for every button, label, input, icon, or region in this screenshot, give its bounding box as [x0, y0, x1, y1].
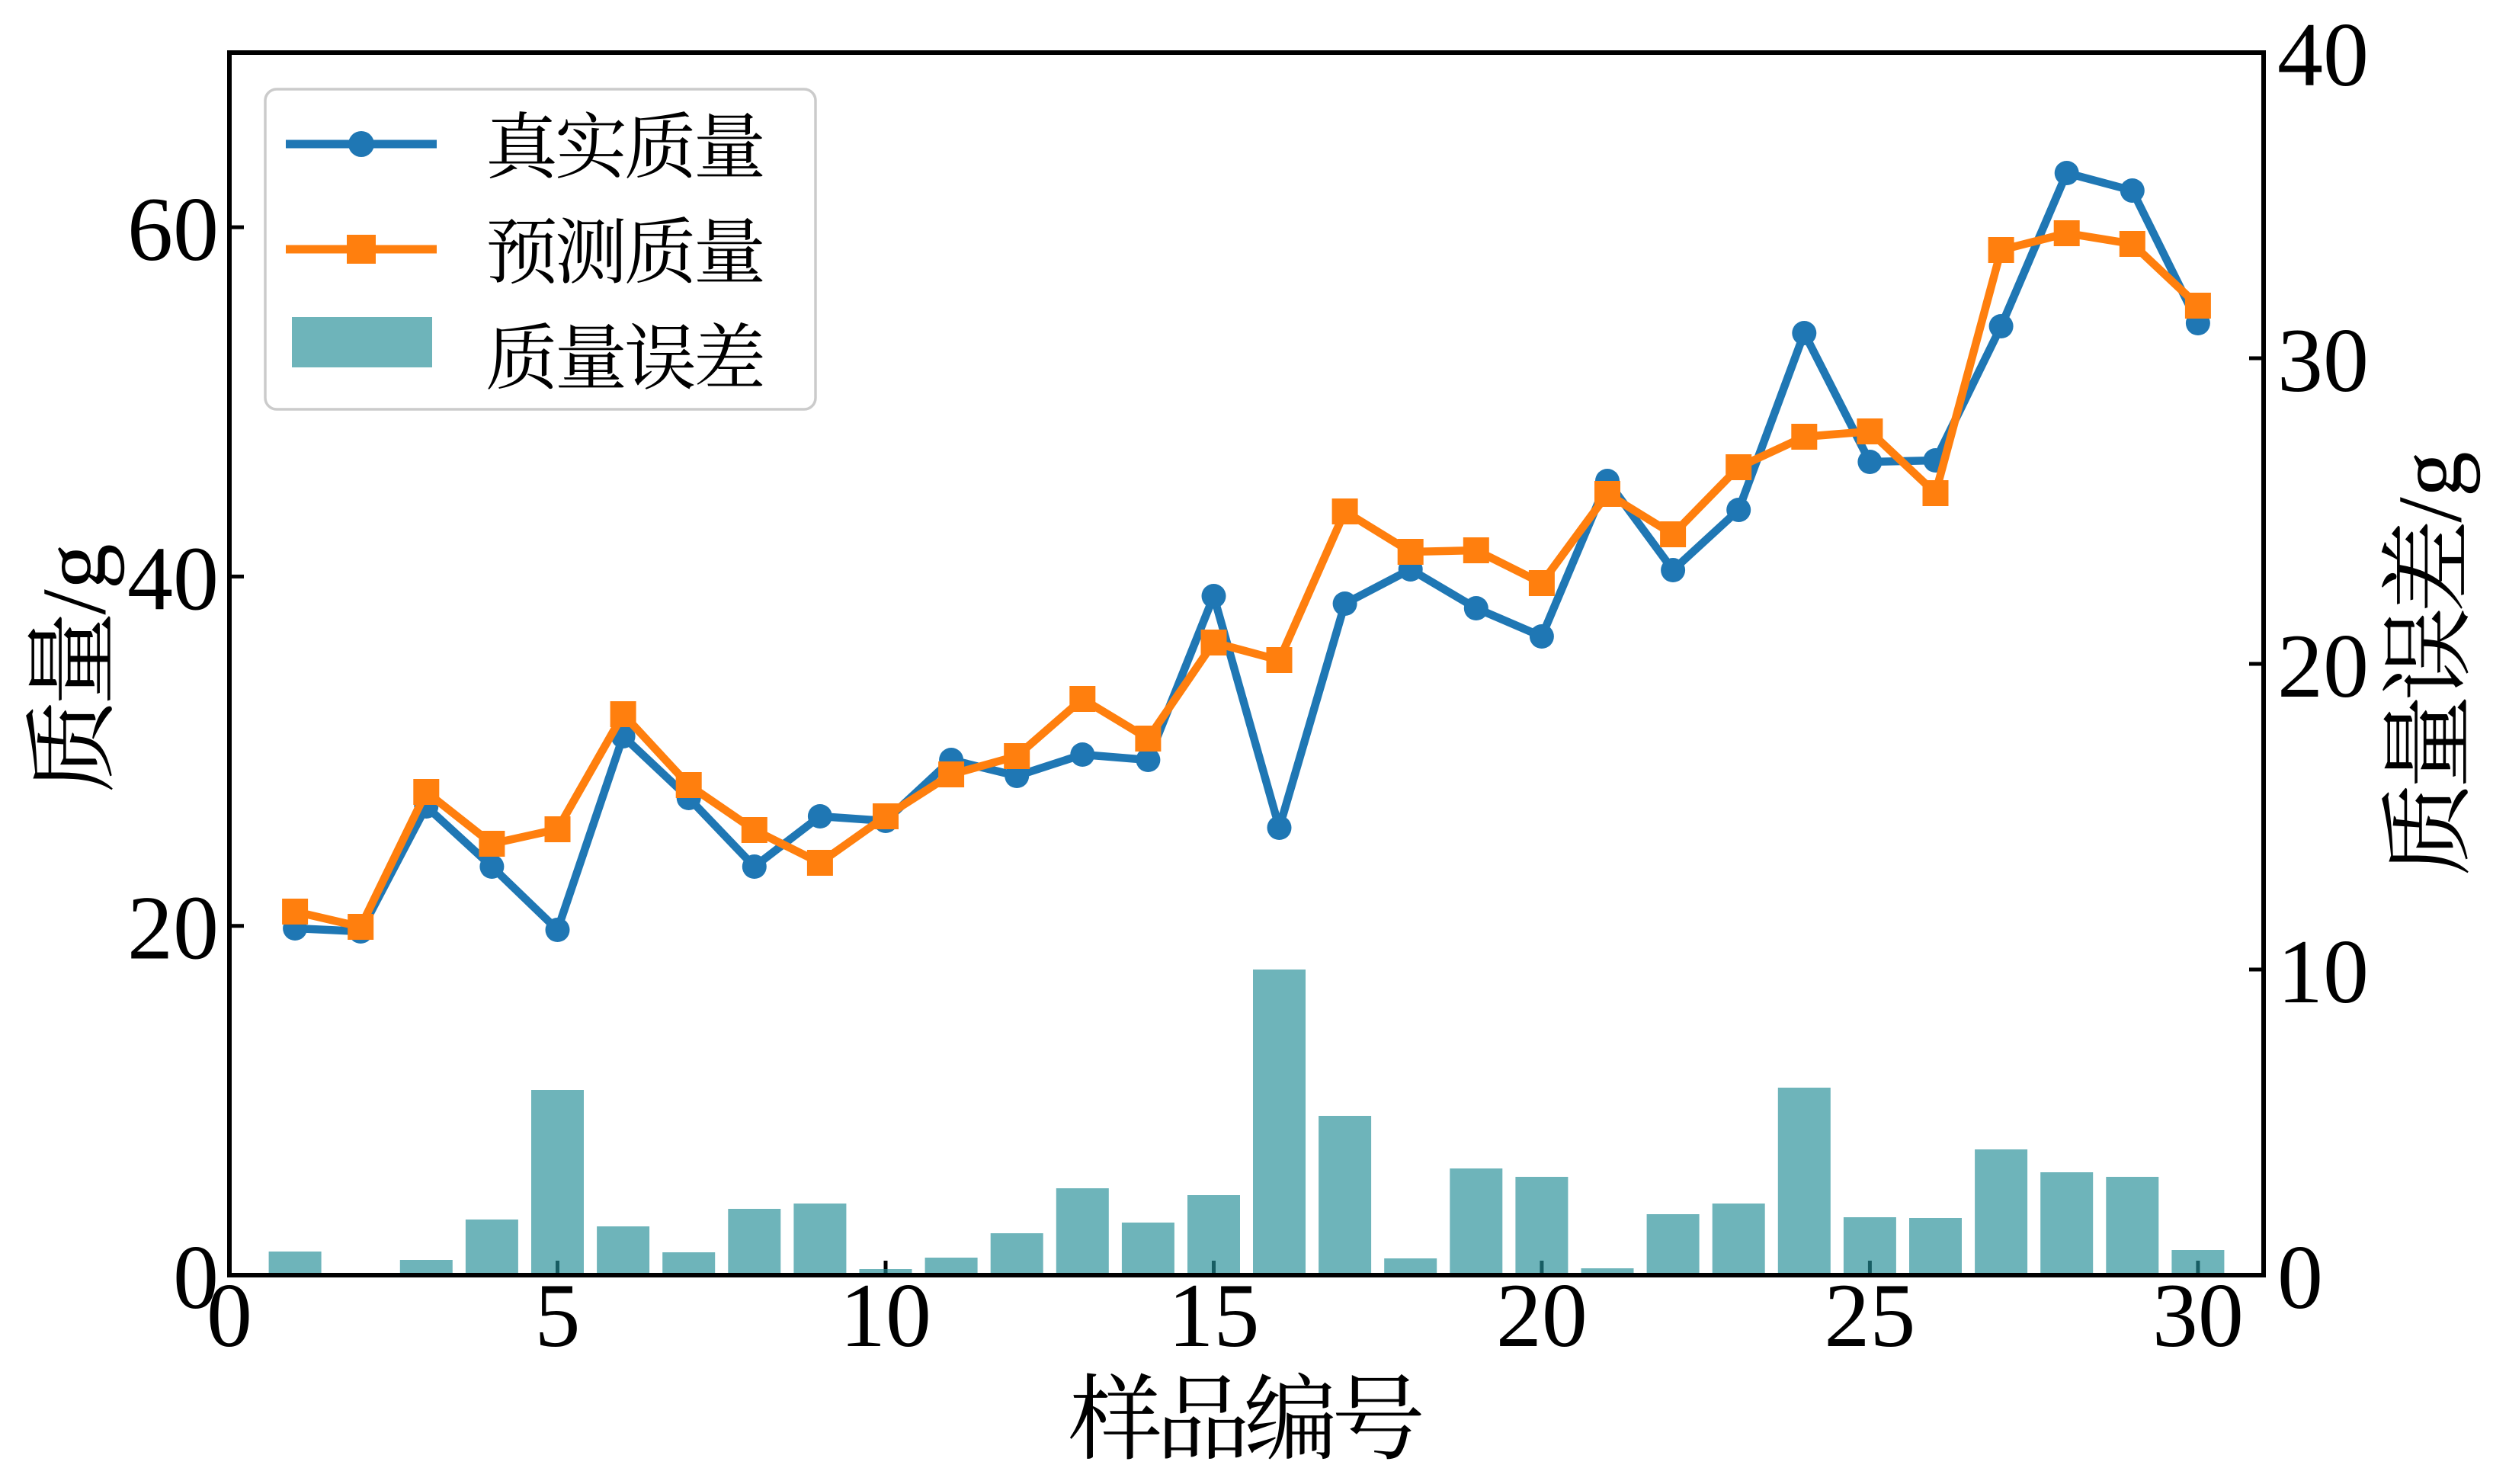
- svg-text:30: 30: [2277, 309, 2369, 411]
- svg-text:10: 10: [840, 1264, 931, 1366]
- svg-text:0: 0: [207, 1264, 252, 1366]
- svg-text:/g: /g: [24, 543, 125, 614]
- svg-text:30: 30: [2152, 1264, 2244, 1366]
- svg-text:25: 25: [1824, 1264, 1915, 1366]
- svg-text:10: 10: [2277, 921, 2369, 1022]
- svg-text:60: 60: [127, 178, 219, 280]
- svg-text:20: 20: [2277, 615, 2369, 716]
- svg-text:/g: /g: [2379, 451, 2481, 522]
- svg-text:40: 40: [2277, 4, 2369, 105]
- svg-text:20: 20: [127, 877, 219, 979]
- svg-text:5: 5: [535, 1264, 581, 1366]
- svg-text:40: 40: [127, 527, 219, 629]
- svg-text:20: 20: [1496, 1264, 1588, 1366]
- svg-text:0: 0: [2277, 1226, 2323, 1328]
- svg-text:15: 15: [1168, 1264, 1260, 1366]
- svg-text:0: 0: [173, 1226, 219, 1328]
